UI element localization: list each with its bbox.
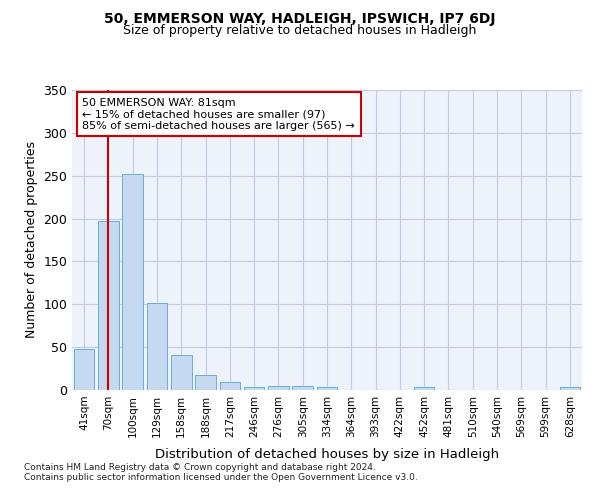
Bar [292, 386, 313, 390]
Bar [560, 388, 580, 390]
Text: 50 EMMERSON WAY: 81sqm
← 15% of detached houses are smaller (97)
85% of semi-det: 50 EMMERSON WAY: 81sqm ← 15% of detached… [82, 98, 355, 130]
Text: Contains HM Land Registry data © Crown copyright and database right 2024.: Contains HM Land Registry data © Crown c… [24, 464, 376, 472]
Bar [74, 349, 94, 390]
Bar [122, 174, 143, 390]
Y-axis label: Number of detached properties: Number of detached properties [25, 142, 38, 338]
X-axis label: Distribution of detached houses by size in Hadleigh: Distribution of detached houses by size … [155, 448, 499, 461]
Bar [220, 382, 240, 390]
Bar [317, 388, 337, 390]
Bar [268, 386, 289, 390]
Bar [146, 304, 167, 390]
Bar [98, 221, 119, 390]
Text: 50, EMMERSON WAY, HADLEIGH, IPSWICH, IP7 6DJ: 50, EMMERSON WAY, HADLEIGH, IPSWICH, IP7… [104, 12, 496, 26]
Bar [171, 355, 191, 390]
Bar [244, 386, 265, 390]
Bar [195, 374, 216, 390]
Bar [414, 388, 434, 390]
Text: Contains public sector information licensed under the Open Government Licence v3: Contains public sector information licen… [24, 474, 418, 482]
Text: Size of property relative to detached houses in Hadleigh: Size of property relative to detached ho… [124, 24, 476, 37]
